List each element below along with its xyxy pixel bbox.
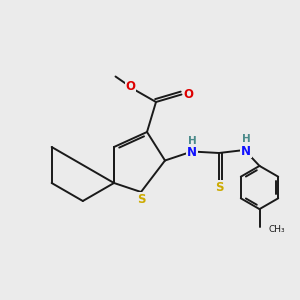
Text: S: S [215, 181, 223, 194]
Text: N: N [241, 145, 251, 158]
Text: H: H [188, 136, 196, 146]
Text: N: N [187, 146, 197, 159]
Text: O: O [125, 80, 136, 93]
Text: H: H [242, 134, 250, 145]
Text: CH₃: CH₃ [268, 225, 285, 234]
Text: S: S [137, 193, 145, 206]
Text: O: O [183, 88, 193, 101]
